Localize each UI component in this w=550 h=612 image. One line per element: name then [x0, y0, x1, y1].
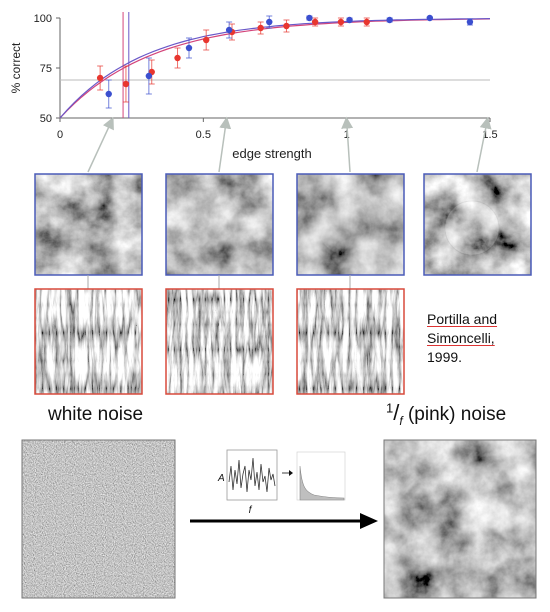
texture-tile: [424, 174, 531, 275]
fit-curves: [59, 18, 491, 119]
noise-spectrum-trace: [228, 457, 276, 493]
data-point: [174, 54, 181, 62]
y-axis-label: % correct: [9, 42, 23, 93]
data-point: [145, 72, 153, 80]
data-point: [363, 18, 370, 26]
y-tick-label: 100: [34, 13, 52, 25]
bark-tile: [35, 289, 142, 394]
x-tick-label: 1: [344, 129, 350, 141]
citation-line-2: Simoncelli,: [427, 330, 495, 346]
citation-line-1: Portilla and: [427, 311, 498, 327]
connector-arrow: [476, 116, 492, 173]
x-ticks: 0 0.5 1 1.5: [57, 118, 498, 141]
data-point: [337, 18, 345, 26]
pink-noise-sup: 1: [386, 400, 394, 416]
connector-arrow: [218, 116, 232, 173]
y-ticks: 50 75 100: [34, 13, 60, 125]
amplitude-axis-label: A: [217, 473, 225, 484]
data-point: [346, 16, 353, 24]
pink-spectrum-shape: [299, 465, 345, 501]
y-tick-label: 75: [40, 63, 52, 75]
texture-row-cloud: [34, 173, 532, 276]
embedded-disk-faint: [319, 202, 371, 254]
texture-tile: [297, 174, 404, 275]
column-connectors: [87, 116, 492, 173]
x-tick-label: 0.5: [196, 129, 211, 141]
data-point: [105, 90, 112, 98]
embedded-disk: [444, 200, 500, 256]
citation-line-3: 1999.: [427, 349, 463, 365]
data-point: [96, 74, 104, 82]
x-tick-label: 1.5: [482, 129, 497, 141]
data-point: [185, 44, 193, 52]
data-point: [283, 22, 290, 30]
data-point: [122, 80, 130, 88]
data-point: [386, 16, 393, 24]
frequency-axis-label: f: [249, 505, 253, 516]
fit-curve: [59, 18, 491, 119]
data-point: [225, 26, 233, 34]
data-point: [426, 14, 433, 22]
texture-row-bark: [34, 288, 405, 395]
y-tick-label: 50: [40, 113, 52, 125]
pink-noise-label: 1/f (pink) noise: [386, 400, 507, 428]
spectrum-inset: A f: [217, 449, 346, 516]
white-noise-label: white noise: [48, 404, 144, 425]
texture-tile: [166, 174, 273, 275]
texture-tile: [35, 174, 142, 275]
data-point: [466, 18, 474, 26]
fit-curve: [59, 18, 491, 119]
data-point: [311, 18, 319, 26]
x-tick-label: 0: [57, 129, 63, 141]
connector-arrow: [341, 116, 354, 173]
data-point: [203, 36, 210, 44]
x-axis-label: edge strength: [232, 146, 312, 161]
bark-tile: [166, 289, 273, 394]
data-point: [266, 18, 273, 26]
white-noise-image: [22, 440, 175, 598]
pink-noise-image: [384, 440, 536, 598]
pink-noise-sub: f: [399, 413, 403, 428]
psychometric-chart: 50 75 100 0 0.5 1 1.5 edge strength % correct: [9, 12, 498, 161]
citation: Portilla and Simoncelli, 1999.: [427, 310, 497, 367]
data-point: [306, 14, 313, 22]
data-point: [257, 24, 264, 32]
connector-arrow: [87, 116, 114, 173]
data-points: [96, 14, 474, 109]
bark-tile: [297, 289, 404, 394]
